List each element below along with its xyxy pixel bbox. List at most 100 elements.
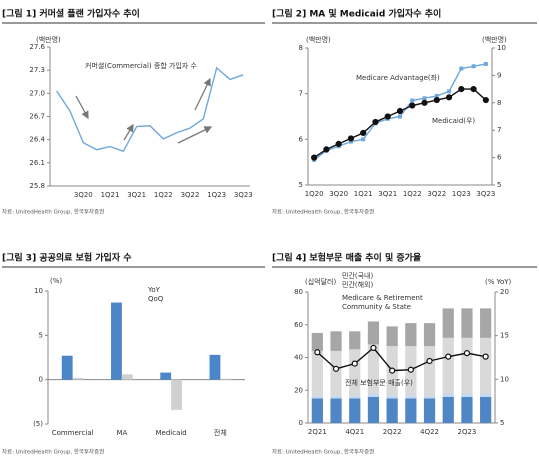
x-tick-label: 4Q21 — [345, 428, 364, 436]
x-tick-label: 2Q23 — [458, 428, 477, 436]
y-axis-unit: (백만명) — [306, 35, 331, 44]
y2-tick-label: 10 — [497, 44, 506, 52]
point-marker — [409, 102, 416, 109]
x-tick-label: 3Q20 — [329, 190, 348, 198]
bar-segment — [442, 393, 454, 397]
point-marker — [433, 96, 440, 104]
bar-segment — [311, 332, 323, 351]
point-marker — [347, 135, 355, 142]
y-tick-label: 0 — [39, 376, 43, 384]
point-marker — [360, 129, 367, 137]
point-marker — [421, 99, 428, 106]
x-tick-label: 3Q22 — [181, 191, 200, 199]
legend-label: 전체 보험부문 매출(우) — [345, 378, 413, 387]
bar — [72, 377, 84, 380]
y-axis-unit: (백만명) — [36, 35, 61, 44]
x-tick-label: 2Q22 — [383, 428, 402, 436]
legend-label: YoY — [147, 286, 161, 294]
bar-segment — [480, 396, 492, 423]
y-tick-label: 10 — [34, 287, 43, 295]
source-note: 자료: UnitedHealth Group, 한국투자증권 — [272, 208, 374, 216]
y-tick-label: 26.7 — [29, 113, 45, 121]
chart-title: [그림 1] 커머셜 플랜 가입자수 추이 — [2, 8, 140, 20]
point-marker — [483, 61, 488, 66]
x-tick-label: 1Q23 — [452, 190, 471, 198]
bar-segment — [349, 398, 361, 423]
bar-segment — [442, 396, 454, 423]
bar-segment — [330, 395, 342, 399]
y-tick-label: 60 — [294, 321, 303, 329]
bar — [61, 355, 73, 380]
x-tick-label: 1Q22 — [154, 191, 173, 199]
legend-label: 민간(해외) — [342, 280, 373, 289]
point-marker — [410, 98, 415, 103]
point-marker — [426, 357, 433, 365]
bar-segment — [367, 393, 380, 397]
trend-arrows — [75, 77, 213, 144]
legend-label: Community & State — [342, 303, 411, 311]
arrow — [194, 77, 211, 111]
point-marker — [335, 140, 342, 147]
x-tick-label: 1Q20 — [305, 190, 324, 198]
bar-segment — [367, 396, 380, 423]
point-marker — [445, 94, 453, 101]
bar-segment — [461, 396, 473, 423]
y-tick-label: 27.6 — [29, 43, 45, 51]
point-marker — [482, 353, 489, 360]
legend-label: QoQ — [148, 295, 164, 303]
point-marker — [445, 353, 452, 360]
legend-label: Medicare Advantage(좌) — [356, 73, 440, 82]
y2-tick-label: 9 — [497, 71, 501, 79]
point-marker — [422, 96, 427, 101]
x-tick-label: 2Q21 — [308, 428, 327, 436]
x-tick-label: Medicaid — [155, 429, 186, 437]
point-marker — [323, 146, 330, 153]
chart-title: [그림 2] MA 및 Medicaid 가입자수 추이 — [272, 8, 441, 20]
bar-segment — [480, 393, 492, 397]
bar-segment — [349, 331, 361, 350]
point-marker — [389, 367, 396, 374]
y2-tick-label: 5 — [497, 181, 501, 189]
bar-segment — [423, 346, 436, 396]
source-note: 자료: UnitedHealth Group, 한국투자증권 — [272, 448, 374, 456]
x-tick-label: 3Q23 — [234, 191, 253, 199]
y2-axis-unit: (백만명) — [482, 35, 507, 44]
y-tick-label: 80 — [294, 288, 303, 296]
bar — [121, 374, 133, 380]
point-marker — [348, 139, 353, 144]
x-tick-label: MA — [116, 429, 127, 437]
point-marker — [361, 137, 366, 142]
arrow — [123, 123, 134, 141]
legend-label: Medicare & Retirement — [342, 294, 423, 302]
bar-segment — [461, 337, 473, 394]
y2-tick-label: 6 — [497, 154, 502, 162]
bar — [111, 302, 122, 380]
arrow — [75, 95, 89, 120]
point-marker — [351, 360, 358, 367]
point-marker — [407, 366, 414, 373]
bar-segment — [386, 395, 398, 399]
x-tick-label: 4Q22 — [420, 428, 439, 436]
y-tick-label: 27.3 — [29, 66, 45, 74]
bar-segment — [405, 395, 417, 399]
y-tick-label: 20 — [294, 386, 303, 394]
point-marker — [311, 154, 318, 161]
point-marker — [332, 365, 340, 372]
x-tick-label: 1Q21 — [354, 190, 373, 198]
legend-label: Medicaid(우) — [432, 117, 475, 125]
bar-segment — [349, 395, 361, 399]
bar-segment — [423, 398, 436, 423]
bar — [220, 378, 232, 380]
bar-segment — [480, 308, 492, 338]
x-tick-label: 3Q21 — [127, 191, 146, 199]
bar-segment — [386, 398, 398, 423]
x-tick-label: 1Q23 — [207, 191, 226, 199]
y-tick-label: 5 — [299, 181, 303, 189]
bar-segment — [442, 308, 454, 338]
y-tick-label: 0 — [299, 419, 303, 427]
bar-segment — [367, 321, 380, 345]
series-line — [316, 346, 486, 372]
legend-label: 커머셜(Commercial) 종합 가입자 수 — [85, 61, 198, 70]
y2-tick-label: 10 — [500, 375, 509, 383]
